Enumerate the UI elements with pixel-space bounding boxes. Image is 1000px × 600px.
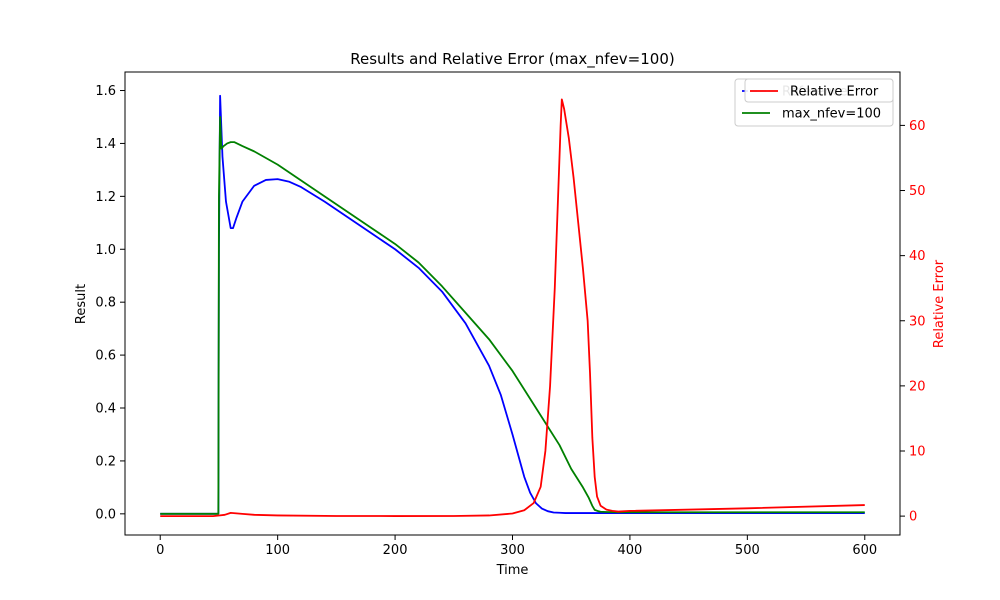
y2-tick-label: 60 <box>909 119 926 134</box>
series-line-relative-error <box>160 98 865 518</box>
x-tick-label: 600 <box>852 543 877 558</box>
y2-tick-label: 0 <box>909 510 917 525</box>
y-tick-label: 0.8 <box>95 296 116 311</box>
y-tick-label: 1.4 <box>95 137 116 152</box>
legend-label: max_nfev=100 <box>782 107 881 122</box>
y-axis-left: 0.0 0.2 0.4 0.6 0.8 1.0 1.2 1.4 1.6 <box>95 84 125 522</box>
x-tick-label: 100 <box>265 543 290 558</box>
y-tick-label: 1.6 <box>95 84 116 99</box>
y-tick-label: 1.0 <box>95 243 116 258</box>
x-tick-label: 300 <box>500 543 525 558</box>
x-axis: 0 100 200 300 400 500 600 <box>156 535 877 558</box>
y-axis-title: Result <box>74 284 89 324</box>
y-tick-label: 0.4 <box>95 402 116 417</box>
y2-tick-label: 20 <box>909 379 926 394</box>
y2-tick-label: 30 <box>909 314 926 329</box>
legend-box-right <box>744 78 894 103</box>
x-tick-label: 400 <box>618 543 643 558</box>
series-line-max-nfev-100 <box>160 116 865 515</box>
series-layer <box>160 94 865 518</box>
plot-title: Results and Relative Error (max_nfev=100… <box>350 50 675 69</box>
y2-tick-label: 10 <box>909 444 926 459</box>
y2-axis-title: Relative Error <box>932 259 947 348</box>
y2-tick-label: 50 <box>909 184 926 199</box>
x-tick-label: 0 <box>156 543 164 558</box>
x-axis-title: Time <box>496 563 529 578</box>
y-tick-label: 1.2 <box>95 190 116 205</box>
x-tick-label: 200 <box>383 543 408 558</box>
y-axis-right: 0 10 20 30 40 50 60 <box>900 119 926 525</box>
y2-tick-label: 40 <box>909 249 926 264</box>
x-tick-label: 500 <box>735 543 760 558</box>
series-line-reference <box>160 94 865 515</box>
y-tick-label: 0.2 <box>95 454 116 469</box>
legend-label: Relative Error <box>790 85 879 100</box>
y-tick-label: 0.6 <box>95 349 116 364</box>
y-tick-label: 0.0 <box>95 507 116 522</box>
